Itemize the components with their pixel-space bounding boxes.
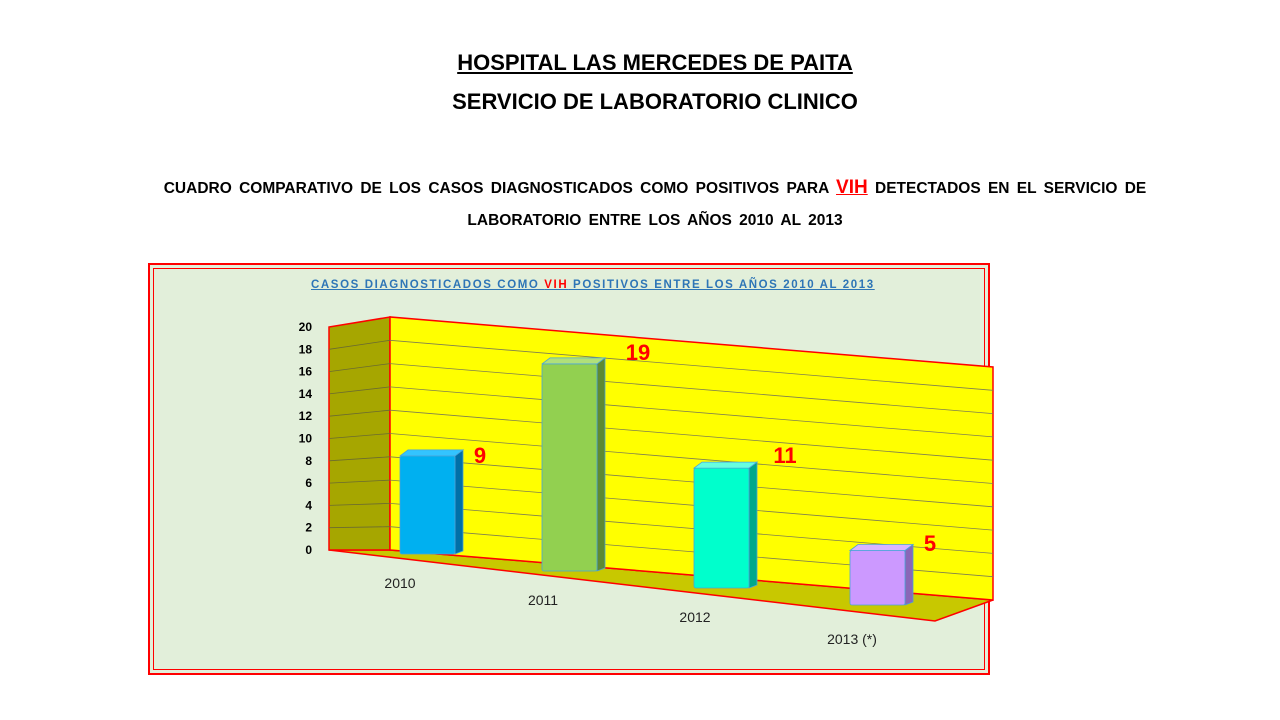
gridline	[389, 339, 994, 391]
gridline	[389, 456, 994, 508]
bar	[399, 455, 456, 555]
description-part-1: CUADRO COMPARATIVO DE LOS CASOS DIAGNOST…	[163, 180, 837, 197]
y-tick-label: 0	[305, 543, 312, 557]
y-tick-label: 4	[305, 498, 312, 512]
chart-description: CUADRO COMPARATIVO DE LOS CASOS DIAGNOST…	[118, 172, 1192, 237]
description-highlight: VIH	[836, 177, 868, 198]
bar-top	[398, 449, 465, 457]
service-title: SERVICIO DE LABORATORIO CLINICO	[452, 89, 858, 114]
y-tick-label: 2	[305, 521, 312, 535]
bar-side	[454, 449, 464, 555]
chart-side-wall	[328, 316, 391, 551]
gridline-side	[328, 363, 391, 372]
gridline	[389, 409, 994, 461]
x-tick-label: 2013 (*)	[827, 631, 877, 647]
bar	[849, 550, 906, 606]
gridline	[389, 363, 994, 414]
x-tick-label: 2010	[384, 575, 415, 591]
gridline-side	[328, 433, 391, 439]
y-tick-label: 10	[299, 432, 313, 446]
bar	[541, 363, 598, 572]
gridline-side	[328, 409, 391, 417]
gridline-side	[328, 526, 391, 529]
x-tick-label: 2011	[528, 592, 558, 608]
bar	[693, 467, 750, 589]
data-label: 11	[773, 443, 796, 468]
description-part-2: DETECTADOS EN EL SERVICIO DE LABORATORIO…	[467, 180, 1147, 229]
bar-top	[692, 461, 759, 469]
gridline-side	[328, 386, 391, 395]
chart-title-suffix: POSITIVOS ENTRE LOS AÑOS 2010 AL 2013	[568, 279, 875, 291]
y-tick-label: 12	[299, 409, 313, 423]
y-tick-label: 14	[299, 387, 313, 401]
data-label: 9	[474, 443, 486, 468]
data-label: 5	[924, 531, 936, 556]
chart-title-prefix: CASOS DIAGNOSTICADOS COMO	[311, 279, 545, 291]
y-tick-label: 16	[299, 365, 313, 379]
y-tick-label: 20	[299, 320, 313, 334]
y-tick-label: 8	[305, 454, 312, 468]
gridline-side	[328, 339, 391, 350]
bar-side	[596, 357, 606, 572]
x-tick-label: 2012	[679, 609, 710, 625]
gridline-side	[328, 479, 391, 484]
gridline	[389, 433, 994, 484]
y-tick-label: 18	[299, 342, 313, 356]
data-label: 19	[626, 340, 650, 365]
bar-side	[904, 543, 914, 606]
chart-title-highlight: VIH	[544, 279, 569, 291]
gridline-side	[328, 503, 391, 506]
y-tick-label: 6	[305, 476, 312, 490]
chart-title: CASOS DIAGNOSTICADOS COMO VIH POSITIVOS …	[311, 279, 875, 291]
bar-top	[848, 544, 915, 551]
bar-top	[540, 357, 607, 365]
gridline-side	[328, 456, 391, 462]
gridline	[389, 386, 994, 438]
hospital-title: HOSPITAL LAS MERCEDES DE PAITA	[457, 50, 853, 75]
gridline	[389, 479, 994, 531]
bar-side	[748, 461, 758, 589]
